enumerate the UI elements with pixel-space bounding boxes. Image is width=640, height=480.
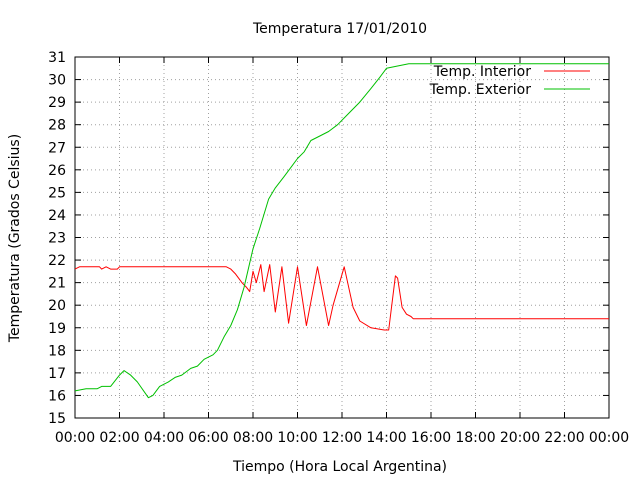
y-tick-label: 29 xyxy=(48,95,66,111)
x-tick-label: 16:00 xyxy=(411,430,451,446)
legend-label: Temp. Interior xyxy=(433,64,532,80)
x-tick-label: 10:00 xyxy=(277,430,317,446)
y-tick-label: 22 xyxy=(48,253,66,269)
y-tick-label: 18 xyxy=(48,343,66,359)
y-tick-label: 24 xyxy=(48,208,66,224)
x-tick-label: 18:00 xyxy=(455,430,495,446)
y-tick-label: 20 xyxy=(48,298,66,314)
x-tick-label: 00:00 xyxy=(55,430,95,446)
series-line-1 xyxy=(74,264,609,331)
x-tick-label: 22:00 xyxy=(544,430,584,446)
grid xyxy=(75,57,609,418)
x-tick-label: 00:00 xyxy=(589,430,629,446)
y-tick-label: 17 xyxy=(48,366,66,382)
y-tick-label: 26 xyxy=(48,163,66,179)
y-tick-label: 19 xyxy=(48,321,66,337)
y-tick-label: 21 xyxy=(48,276,66,292)
series-lines xyxy=(74,63,609,399)
y-tick-label: 30 xyxy=(48,73,66,89)
legend-label: Temp. Exterior xyxy=(429,82,532,98)
y-tick-label: 28 xyxy=(48,118,66,134)
y-tick-label: 31 xyxy=(48,50,66,66)
y-tick-label: 25 xyxy=(48,185,66,201)
y-tick-label: 23 xyxy=(48,231,66,247)
x-tick-label: 04:00 xyxy=(144,430,184,446)
y-tick-label: 16 xyxy=(48,388,66,404)
series-line-2 xyxy=(74,63,609,399)
x-tick-label: 20:00 xyxy=(500,430,540,446)
x-tick-label: 14:00 xyxy=(366,430,406,446)
axis-ticks: 00:00 02:00 04:00 06:00 08:00 10:00 12:00 14:00… xyxy=(48,50,629,446)
legend: Temp. Interior Temp. Exterior xyxy=(429,64,590,98)
y-axis-label: Temperatura (Grados Celsius) xyxy=(7,134,23,343)
x-axis-label: Tiempo (Hora Local Argentina) xyxy=(232,459,447,475)
chart-title: Temperatura 17/01/2010 xyxy=(252,21,427,37)
x-tick-label: 08:00 xyxy=(233,430,273,446)
x-tick-label: 06:00 xyxy=(188,430,228,446)
y-tick-label: 15 xyxy=(48,411,66,427)
x-tick-label: 12:00 xyxy=(322,430,362,446)
x-tick-label: 02:00 xyxy=(99,430,139,446)
y-tick-label: 27 xyxy=(48,140,66,156)
